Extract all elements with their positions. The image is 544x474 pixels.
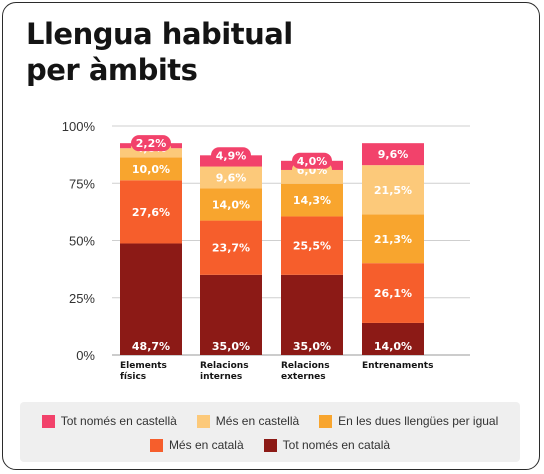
data-label: 21,5%	[374, 184, 412, 197]
data-label: 35,0%	[212, 340, 250, 353]
x-tick-label-line: externes	[281, 372, 326, 382]
legend-row: Tot només en castellà Més en castellà En l…	[20, 414, 520, 428]
bar-segment	[120, 243, 182, 355]
y-tick-label: 50%	[69, 234, 95, 249]
y-tick-label: 100%	[62, 119, 96, 134]
data-label: 27,6%	[132, 206, 170, 219]
bar-segment	[200, 220, 262, 275]
bar-segment	[362, 263, 424, 323]
data-label: 26,1%	[374, 287, 412, 300]
title-line-1: Llengua habitual	[26, 17, 293, 51]
data-label-pill	[131, 135, 171, 152]
x-tick-label-line: Relacions	[200, 361, 249, 371]
legend-item: Més en castellà	[196, 414, 300, 428]
bar-segment	[120, 180, 182, 244]
legend-item: Tot només en català	[263, 438, 391, 452]
data-label-pill	[292, 152, 332, 169]
data-label: 4,0%	[297, 155, 328, 168]
legend-item: Tot només en castellà	[41, 414, 177, 428]
legend-label: Més en castellà	[215, 414, 300, 428]
bar-segment	[362, 165, 424, 215]
data-label: 4,9%	[216, 149, 247, 162]
x-tick-label: Relacions internes	[200, 361, 249, 382]
legend-item: Més en català	[149, 438, 244, 452]
bar-segment	[200, 166, 262, 189]
bar-segment	[120, 157, 182, 181]
x-tick-label: Entrenaments	[362, 361, 433, 371]
bar-segment	[281, 274, 343, 355]
legend-swatch	[41, 414, 55, 428]
data-label-pill	[211, 147, 251, 164]
legend-swatch	[196, 414, 210, 428]
x-tick-label-line: Elements	[120, 361, 167, 371]
bar-segment	[362, 322, 424, 355]
legend-label: Tot només en castellà	[60, 414, 177, 428]
legend-label: Més en català	[168, 438, 244, 452]
x-tick-label: Elements físics	[120, 361, 167, 382]
stacked-bar-chart: 0% 25% 50% 75% 100% 48,7% 27,6% 10,0% 4,0% 2,2% El…	[62, 119, 470, 382]
x-tick-label: Relacions externes	[281, 361, 330, 382]
data-label: 9,6%	[378, 148, 409, 161]
title-line-2: per àmbits	[26, 53, 198, 87]
data-label: 35,0%	[293, 340, 331, 353]
data-label: 2,2%	[136, 137, 167, 150]
chart-card	[2, 2, 540, 470]
data-label: 9,6%	[216, 172, 247, 185]
y-tick-label: 75%	[69, 176, 95, 191]
legend-swatch	[263, 438, 277, 452]
y-tick-label: 0%	[76, 348, 95, 363]
bar-segment	[200, 274, 262, 355]
data-label: 14,3%	[293, 194, 331, 207]
legend-label: Tot només en català	[282, 438, 391, 452]
x-tick-label-line: Entrenaments	[362, 361, 433, 371]
legend-item: En les dues llengües per igual	[319, 414, 498, 428]
bar-segment	[362, 143, 424, 166]
data-label: 14,0%	[374, 340, 412, 353]
chart-legend: Tot només en castellà Més en castellà En l…	[20, 402, 520, 462]
bar-segment	[281, 183, 343, 217]
data-label: 23,7%	[212, 242, 250, 255]
bar-segment	[200, 188, 262, 221]
bar-segment	[281, 216, 343, 275]
data-label: 10,0%	[132, 163, 170, 176]
data-label: 14,0%	[212, 199, 250, 212]
data-label: 48,7%	[132, 340, 170, 353]
chart-title: Llengua habitual per àmbits	[26, 16, 293, 88]
legend-row: Més en català Tot només en català	[20, 438, 520, 452]
data-label: 25,5%	[293, 240, 331, 253]
data-label: 21,3%	[374, 233, 412, 246]
legend-swatch	[319, 414, 333, 428]
x-tick-label-line: físics	[120, 372, 146, 382]
y-tick-label: 25%	[69, 291, 95, 306]
legend-swatch	[149, 438, 163, 452]
legend-label: En les dues llengües per igual	[338, 414, 499, 428]
x-tick-label-line: internes	[200, 372, 242, 382]
x-tick-label-line: Relacions	[281, 361, 330, 371]
bar-segment	[362, 214, 424, 264]
